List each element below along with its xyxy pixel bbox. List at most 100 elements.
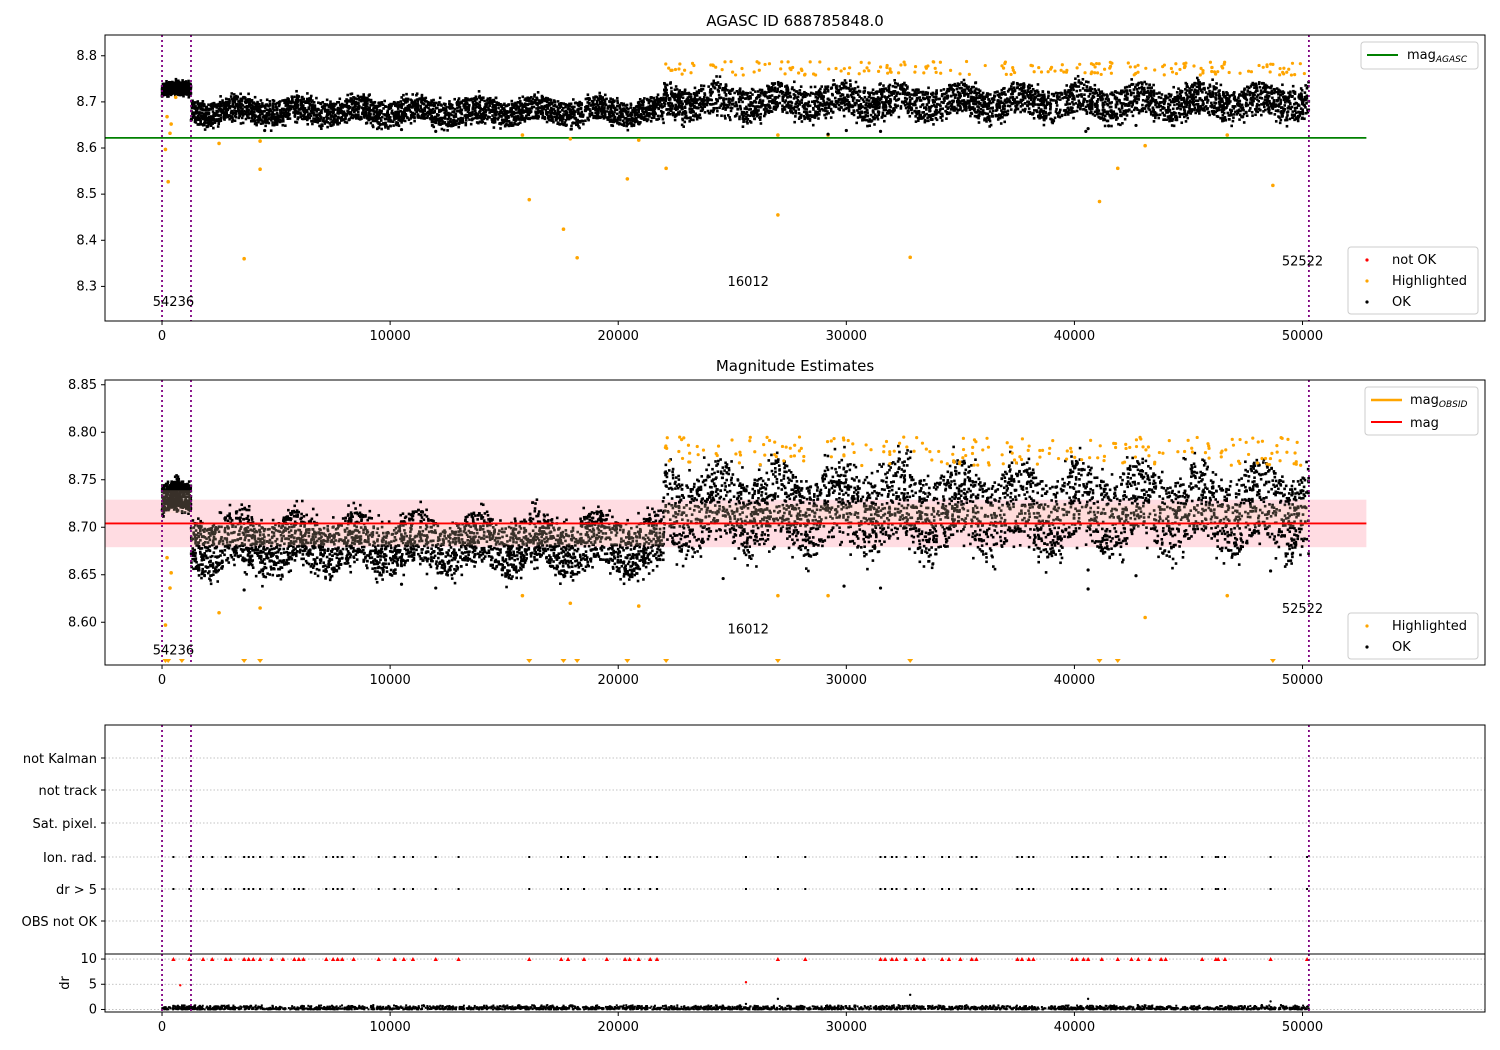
ok-point xyxy=(575,120,578,123)
ok-point xyxy=(637,110,640,114)
ok-point xyxy=(483,99,486,103)
ok-point xyxy=(177,79,180,83)
ok-point xyxy=(1180,121,1184,125)
ok-point xyxy=(265,104,268,107)
ok-point xyxy=(312,111,315,114)
ok-point xyxy=(606,107,610,110)
ok-point xyxy=(219,113,223,117)
ok-point xyxy=(316,121,320,124)
ok-point xyxy=(479,109,482,113)
ok-point xyxy=(326,125,329,129)
ok-point xyxy=(354,117,358,120)
ok-point xyxy=(645,110,648,114)
ok-point xyxy=(580,119,584,123)
ok-point xyxy=(1210,101,1213,105)
ok-point xyxy=(300,117,304,121)
ok-point xyxy=(548,98,552,102)
ok-point xyxy=(181,79,184,82)
ok-point xyxy=(251,104,254,108)
ok-point xyxy=(207,103,210,107)
ok-point xyxy=(615,108,619,112)
ok-point xyxy=(211,110,215,113)
ok-point xyxy=(334,119,337,123)
ok-point xyxy=(673,88,677,91)
ok-point xyxy=(370,109,373,112)
ok-point xyxy=(302,108,306,111)
ok-point xyxy=(521,105,525,109)
ok-point xyxy=(1110,124,1113,128)
ok-point xyxy=(493,118,497,122)
ok-point xyxy=(446,129,449,132)
ok-point xyxy=(616,121,619,125)
ok-point xyxy=(219,119,223,123)
ok-point xyxy=(610,120,613,123)
ok-point xyxy=(1214,101,1218,105)
ok-point xyxy=(322,116,326,120)
ok-point xyxy=(613,111,616,114)
ok-point xyxy=(256,100,259,104)
ok-point xyxy=(345,113,349,117)
ok-point xyxy=(316,113,319,116)
ok-point xyxy=(198,111,202,114)
ok-point xyxy=(516,100,520,104)
ok-point xyxy=(453,97,457,101)
ok-point xyxy=(497,112,500,116)
ok-point xyxy=(570,124,573,128)
ok-point xyxy=(491,118,494,121)
ok-point xyxy=(514,115,518,118)
ok-point xyxy=(304,115,307,119)
ok-point xyxy=(193,111,197,115)
ok-point xyxy=(262,110,265,113)
ok-point xyxy=(306,122,310,126)
ok-point xyxy=(171,81,175,85)
ok-point xyxy=(646,118,650,121)
ok-point xyxy=(454,112,458,116)
ok-point xyxy=(493,109,497,113)
ok-point xyxy=(222,117,226,120)
ok-point xyxy=(271,104,274,108)
ok-point xyxy=(347,110,350,113)
ok-point xyxy=(230,120,234,123)
ok-point xyxy=(323,120,326,123)
ok-point xyxy=(361,111,364,115)
ok-point xyxy=(358,99,361,102)
ok-point xyxy=(521,115,524,119)
ok-point xyxy=(257,110,261,114)
ok-point xyxy=(375,119,378,123)
chart-title: AGASC ID 688785848.0 xyxy=(706,12,884,30)
ok-point xyxy=(265,115,268,119)
ok-point xyxy=(415,92,419,96)
ok-point xyxy=(344,117,347,121)
ok-point xyxy=(1263,98,1267,102)
ok-point xyxy=(297,108,301,111)
ok-point xyxy=(725,97,728,101)
ok-point xyxy=(251,107,255,111)
ok-point xyxy=(307,106,311,109)
ok-point xyxy=(992,109,995,113)
ok-point xyxy=(619,115,623,119)
ok-point xyxy=(655,98,658,102)
ok-point xyxy=(296,98,300,102)
ok-point xyxy=(396,104,399,108)
ok-point xyxy=(201,114,204,118)
ok-point xyxy=(542,97,545,101)
ok-point xyxy=(560,119,564,123)
ok-point xyxy=(1087,95,1091,98)
ok-point xyxy=(480,98,484,102)
ok-point xyxy=(616,116,620,120)
ok-point xyxy=(199,119,203,123)
ok-point xyxy=(674,85,678,88)
ok-point xyxy=(477,90,481,93)
ok-point xyxy=(546,110,550,114)
ok-point xyxy=(382,107,385,110)
ok-point xyxy=(219,102,222,105)
ok-point xyxy=(858,90,862,93)
ok-point xyxy=(623,117,627,120)
ok-point xyxy=(225,112,228,116)
ok-point xyxy=(590,111,594,115)
ok-point xyxy=(181,93,185,97)
ok-point xyxy=(173,84,177,88)
ok-point xyxy=(393,118,396,121)
ok-point xyxy=(217,117,221,121)
ok-point xyxy=(299,101,303,105)
